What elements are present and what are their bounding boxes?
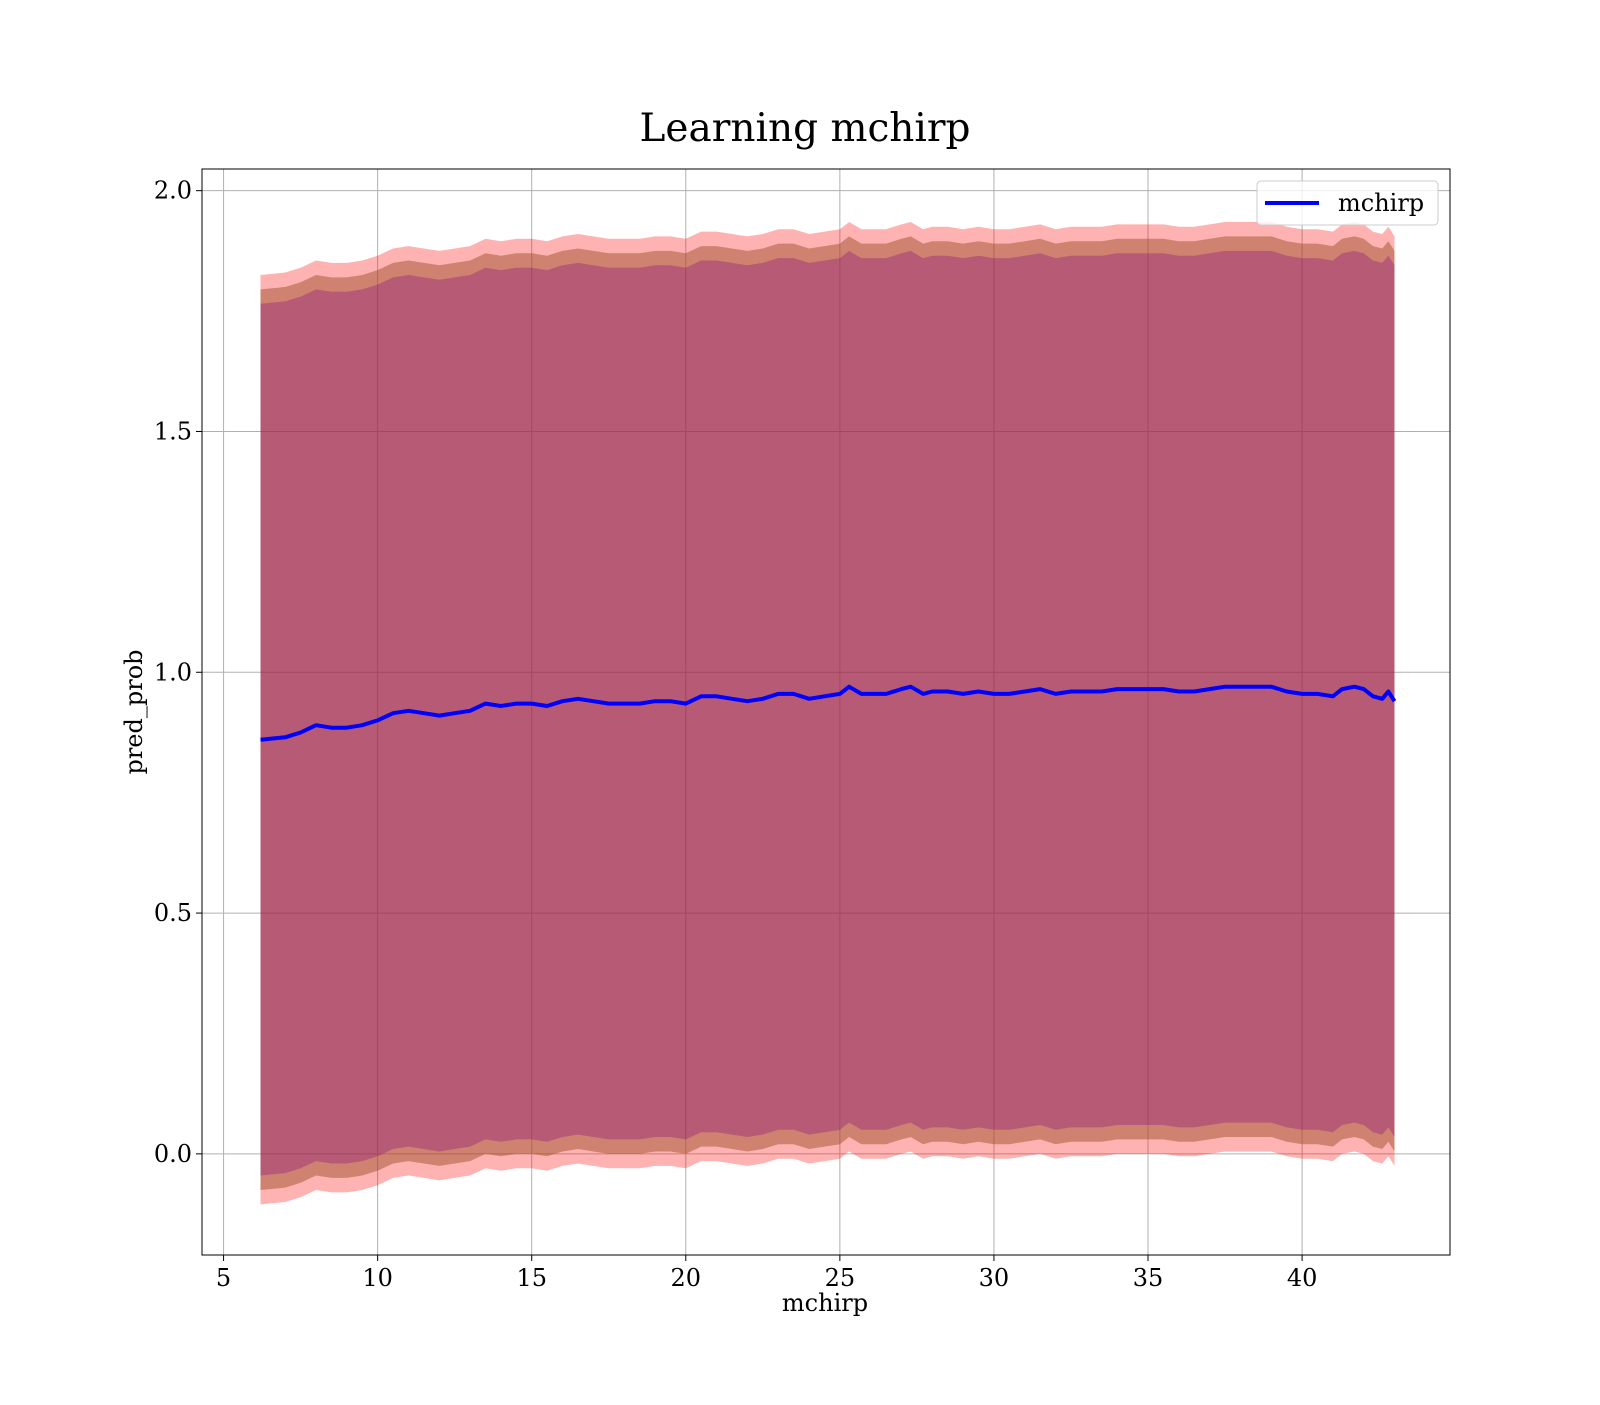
chart-title: Learning mchirp <box>640 106 971 151</box>
line-layer <box>260 684 1397 742</box>
x-tick-label: 40 <box>1287 1264 1318 1292</box>
y-tick-label: 2.0 <box>154 177 192 205</box>
x-tick-label: 25 <box>825 1264 856 1292</box>
x-axis-ticks: 5 10 15 20 25 30 35 40 <box>216 1255 1317 1292</box>
x-tick-label: 30 <box>979 1264 1010 1292</box>
y-axis-label: pred_prob <box>120 649 148 774</box>
confidence-band-middle <box>260 236 1395 1190</box>
y-tick-label: 0.5 <box>154 899 192 927</box>
legend-label: mchirp <box>1338 189 1424 217</box>
y-tick-label: 1.5 <box>154 417 192 445</box>
x-axis-label: mchirp <box>782 1289 868 1317</box>
x-tick-label: 35 <box>1133 1264 1164 1292</box>
x-tick-label: 10 <box>362 1264 393 1292</box>
confidence-band-inner <box>260 250 1395 1176</box>
x-tick-label: 20 <box>671 1264 702 1292</box>
y-tick-label: 0.0 <box>154 1140 192 1168</box>
plot-frame <box>201 168 1451 1256</box>
legend: mchirp <box>1256 180 1439 226</box>
y-axis-ticks: 0.0 0.5 1.0 1.5 2.0 <box>154 177 202 1168</box>
series-line-mchirp <box>260 684 1397 742</box>
legend-frame <box>1256 180 1439 226</box>
x-tick-label: 5 <box>216 1264 231 1292</box>
x-tick-label: 15 <box>516 1264 547 1292</box>
y-tick-label: 1.0 <box>154 658 192 686</box>
band-layer <box>260 222 1395 1205</box>
